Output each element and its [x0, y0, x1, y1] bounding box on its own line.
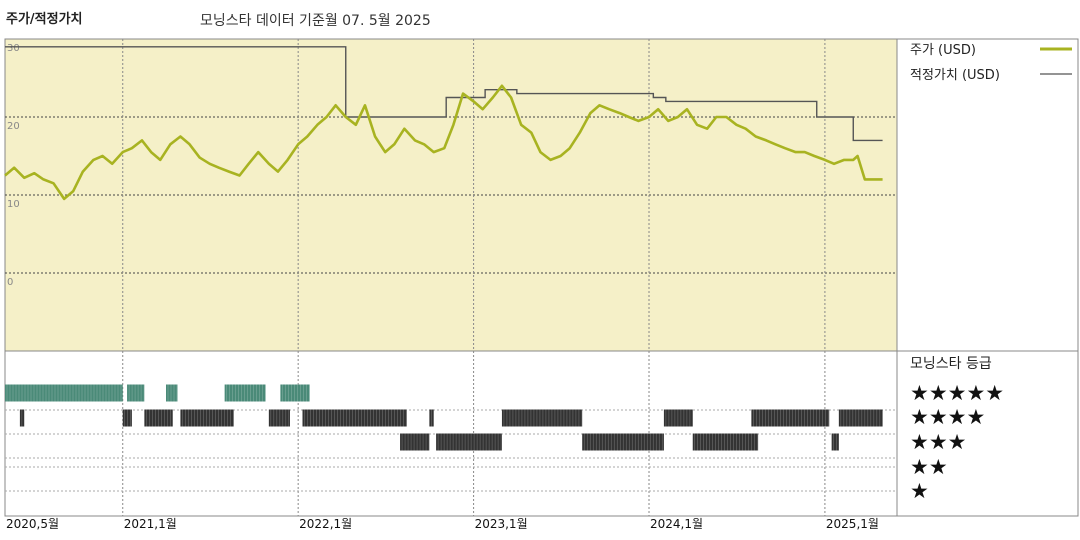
x-tick-label: 2024,1월	[650, 517, 703, 531]
rating-label-1: ★	[910, 479, 929, 503]
legend-price-label: 주가 (USD)	[910, 43, 976, 58]
rating-bar-5	[5, 384, 123, 402]
rating-label-2: ★★	[910, 455, 948, 479]
legend: 주가 (USD) 적정가치 (USD) 모닝스타 등급 ★★★★★ ★★★★ ★…	[910, 43, 1072, 503]
rating-bar-3	[582, 433, 664, 451]
y-tick-label: 30	[7, 43, 20, 54]
fair-value-line	[5, 46, 883, 142]
rating-bar-4	[663, 409, 693, 427]
y-tick-label: 0	[7, 277, 13, 288]
rating-bar-4	[429, 409, 434, 427]
chart-subtitle: 모닝스타 데이터 기준월 07. 5월 2025	[200, 13, 431, 29]
rating-bar-4	[751, 409, 830, 427]
x-tick-labels: 2020,5월 2021,1월 2022,1월 2023,1월 2024,1월 2025,…	[6, 517, 879, 531]
rating-bar-5	[127, 384, 145, 402]
legend-fair-label: 적정가치 (USD)	[910, 68, 1000, 83]
y-tick-labels: 30 20 10 0	[7, 43, 20, 288]
rating-bar-4	[19, 409, 25, 427]
x-tick-label: 2023,1월	[475, 517, 528, 531]
rating-bar-4	[180, 409, 234, 427]
x-tick-label: 2020,5월	[6, 517, 59, 531]
rating-bar-3	[436, 433, 502, 451]
outer-border	[4, 38, 1079, 517]
series-lines	[4, 46, 883, 201]
chart-title: 주가/적정가치	[6, 12, 83, 27]
rating-label-4: ★★★★	[910, 405, 985, 429]
y-tick-label: 20	[7, 121, 20, 132]
rating-bar-5	[166, 384, 178, 402]
rating-bar-4	[122, 409, 132, 427]
rating-label-3: ★★★	[910, 430, 966, 454]
price-line	[4, 84, 883, 201]
rating-bar-5	[280, 384, 310, 402]
rating-bar-4	[302, 409, 407, 427]
rating-bar-4	[144, 409, 173, 427]
x-tick-label: 2021,1월	[124, 517, 177, 531]
x-tick-label: 2022,1월	[299, 517, 352, 531]
rating-bar-3	[831, 433, 839, 451]
star-rating-bars	[5, 384, 883, 451]
rating-bar-3	[692, 433, 759, 451]
rating-bar-4	[838, 409, 883, 427]
rating-bar-3	[400, 433, 430, 451]
rating-title: 모닝스타 등급	[910, 356, 992, 372]
y-tick-label: 10	[7, 199, 20, 210]
rating-bar-4	[501, 409, 583, 427]
rating-label-5: ★★★★★	[910, 381, 1004, 405]
rating-bar-5	[224, 384, 266, 402]
x-tick-label: 2025,1월	[826, 517, 879, 531]
rating-bar-4	[268, 409, 290, 427]
